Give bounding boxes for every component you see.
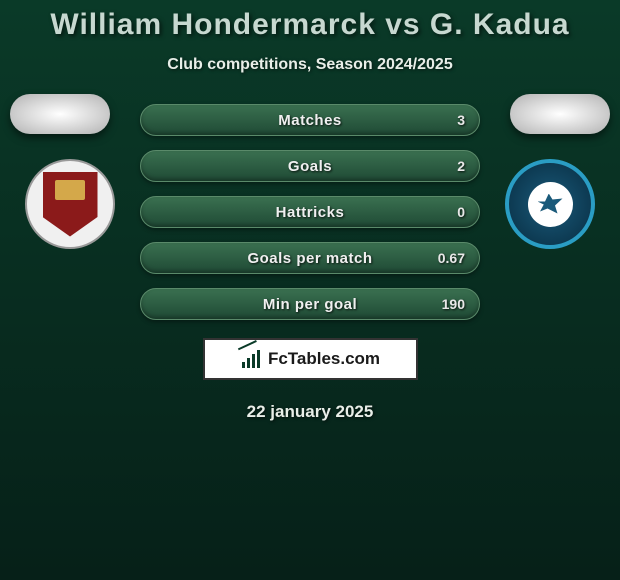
stat-rows: Matches 3 Goals 2 Hattricks 0 Goals per … [140,104,480,320]
page-title: William Hondermarck vs G. Kadua [0,8,620,42]
swan-icon [528,182,573,227]
stat-right-value: 2 [457,158,465,174]
stat-row-goals-per-match: Goals per match 0.67 [140,242,480,274]
site-badge: FcTables.com [203,338,418,380]
stat-row-matches: Matches 3 [140,104,480,136]
stat-right-value: 3 [457,112,465,128]
stat-row-goals: Goals 2 [140,150,480,182]
shield-icon [43,172,98,237]
site-name: FcTables.com [268,349,380,369]
stat-right-value: 190 [442,296,465,312]
stat-label: Goals [288,158,332,175]
season-subtitle: Club competitions, Season 2024/2025 [0,56,620,74]
stat-right-value: 0 [457,204,465,220]
date-label: 22 january 2025 [0,402,620,422]
stat-right-value: 0.67 [438,250,465,266]
club-badge-left [25,159,115,249]
stat-label: Matches [278,112,342,129]
player-photo-left [10,94,110,134]
stat-label: Min per goal [263,296,357,313]
stat-label: Goals per match [247,250,372,267]
stat-label: Hattricks [276,204,345,221]
stat-row-min-per-goal: Min per goal 190 [140,288,480,320]
player-photo-right [510,94,610,134]
stat-row-hattricks: Hattricks 0 [140,196,480,228]
stats-area: Matches 3 Goals 2 Hattricks 0 Goals per … [0,104,620,422]
chart-icon [240,350,262,368]
club-badge-right [505,159,595,249]
comparison-card: William Hondermarck vs G. Kadua Club com… [0,0,620,422]
